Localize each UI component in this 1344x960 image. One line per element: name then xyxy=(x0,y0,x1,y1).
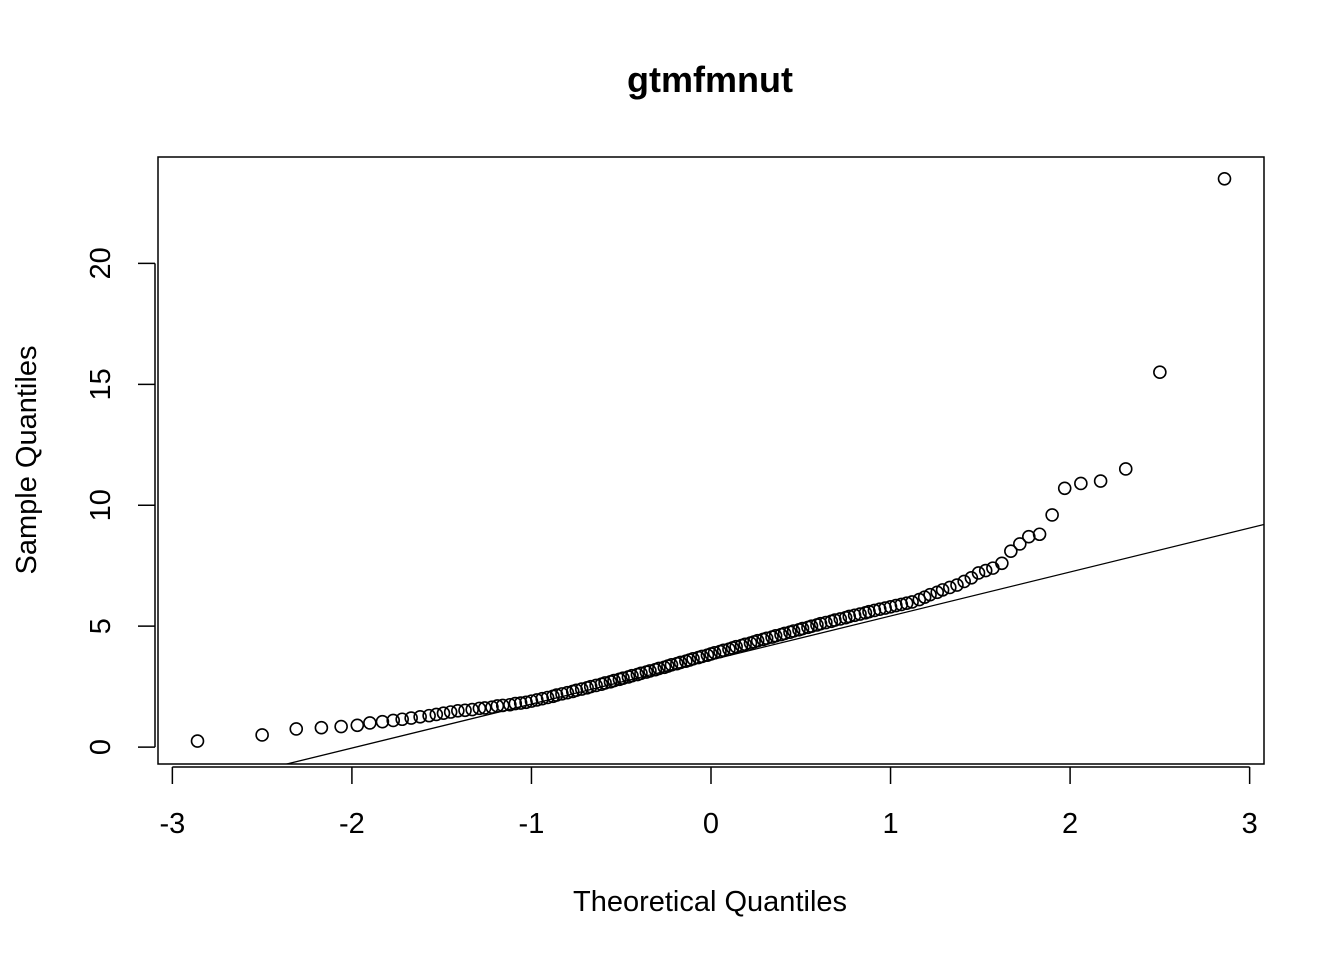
data-point xyxy=(729,639,743,654)
data-point xyxy=(935,583,950,597)
x-axis: -3 -2 -1 0 1 2 3 xyxy=(159,766,1258,840)
data-point xyxy=(964,570,979,585)
data-point xyxy=(978,563,993,578)
data-point xyxy=(625,668,639,683)
data-point xyxy=(436,706,451,721)
data-point xyxy=(795,621,810,636)
x-tick-label: 0 xyxy=(703,808,719,840)
data-point xyxy=(1153,365,1167,380)
x-tick-label: -2 xyxy=(339,808,365,840)
data-point xyxy=(1057,481,1072,496)
data-point xyxy=(1217,171,1232,186)
data-point xyxy=(923,587,937,602)
data-point xyxy=(386,713,401,728)
data-point xyxy=(560,685,575,700)
x-axis-label: Theoretical Quantiles xyxy=(573,886,847,918)
y-axis: 0 5 10 15 20 xyxy=(85,247,156,755)
y-tick-label: 20 xyxy=(85,247,117,279)
data-point xyxy=(833,612,848,626)
data-point xyxy=(1118,462,1133,476)
data-point xyxy=(686,652,700,666)
data-point xyxy=(759,631,774,646)
data-point xyxy=(652,661,666,676)
data-point xyxy=(707,645,722,660)
data-point xyxy=(458,703,472,718)
y-tick-label: 10 xyxy=(85,489,117,521)
data-point xyxy=(375,714,390,729)
data-point xyxy=(853,607,867,621)
y-tick-label: 15 xyxy=(85,368,117,400)
data-point xyxy=(598,676,612,690)
data-point xyxy=(404,711,418,725)
data-point xyxy=(804,619,819,633)
data-point xyxy=(777,626,792,641)
data-point xyxy=(643,664,657,678)
data-point xyxy=(942,580,957,595)
data-point xyxy=(695,649,709,664)
data-point xyxy=(957,574,971,589)
data-point xyxy=(819,615,833,630)
data-point xyxy=(1032,527,1047,542)
data-point xyxy=(673,655,688,670)
data-point xyxy=(429,707,444,722)
data-point xyxy=(513,696,528,710)
data-point xyxy=(477,701,492,715)
data-point xyxy=(574,682,589,696)
data-point xyxy=(1045,508,1059,522)
data-point xyxy=(395,712,409,727)
y-axis-label: Sample Quantiles xyxy=(11,346,43,575)
data-point xyxy=(616,671,630,685)
data-point xyxy=(905,595,919,609)
data-point xyxy=(255,728,269,742)
x-tick-label: -3 xyxy=(159,808,185,840)
data-point xyxy=(607,673,621,688)
data-point xyxy=(451,703,465,718)
data-point xyxy=(190,734,205,748)
data-point xyxy=(1013,537,1027,551)
data-point xyxy=(503,697,517,712)
x-tick-label: -1 xyxy=(519,808,545,840)
data-point xyxy=(738,637,752,652)
data-point xyxy=(1004,544,1018,558)
data-point xyxy=(314,720,329,735)
data-point xyxy=(971,566,986,580)
data-point xyxy=(750,633,765,648)
data-point xyxy=(950,578,964,592)
data-point xyxy=(508,696,523,711)
data-point xyxy=(495,698,510,713)
chart-title: gtmfmnut xyxy=(627,59,793,100)
x-tick-label: 2 xyxy=(1062,808,1078,840)
x-tick-label: 3 xyxy=(1242,808,1258,840)
x-tick-label: 1 xyxy=(882,808,898,840)
data-point xyxy=(540,690,555,705)
data-point xyxy=(443,705,458,719)
data-point xyxy=(334,719,348,734)
data-point xyxy=(485,700,499,714)
data-point xyxy=(995,556,1009,571)
data-point xyxy=(786,624,801,638)
data-point xyxy=(289,722,304,736)
data-point xyxy=(899,596,914,610)
data-point xyxy=(634,666,648,681)
sample-points xyxy=(190,171,1232,748)
data-point xyxy=(1093,474,1108,488)
data-point xyxy=(422,708,436,723)
data-point xyxy=(413,710,427,724)
data-point xyxy=(350,718,365,733)
data-point xyxy=(768,629,783,643)
y-tick-label: 0 xyxy=(85,739,117,755)
data-point xyxy=(716,643,731,658)
data-point xyxy=(589,678,603,693)
data-point xyxy=(1074,476,1088,491)
plot-frame xyxy=(157,156,1265,765)
y-tick-label: 5 xyxy=(85,618,117,634)
data-point xyxy=(664,658,679,672)
